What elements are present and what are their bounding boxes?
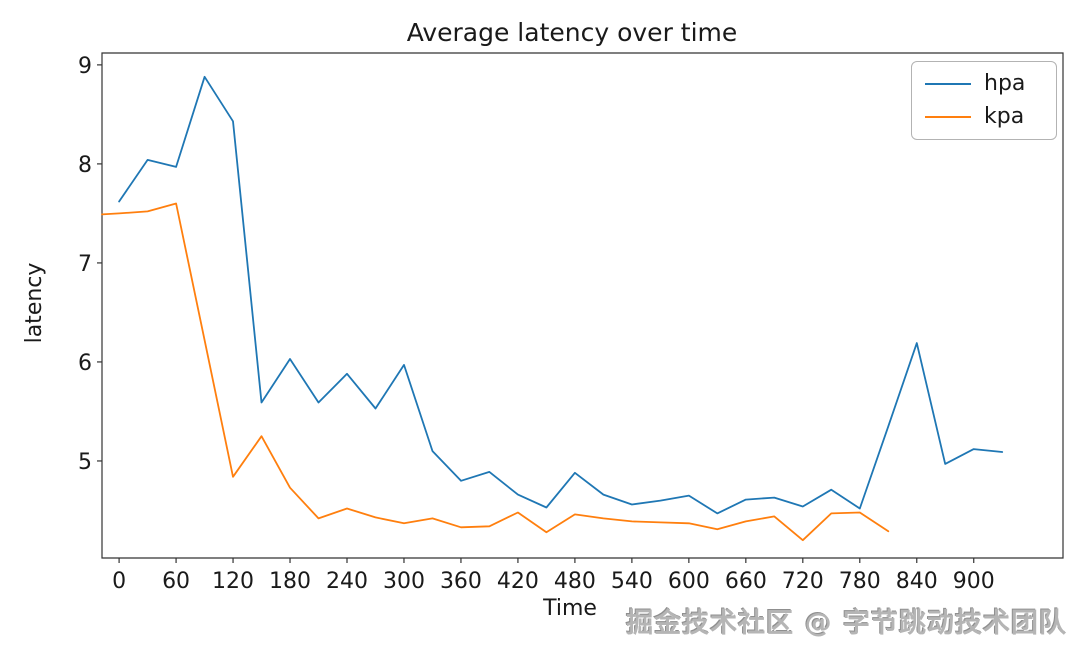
x-tick-label: 480	[554, 569, 596, 594]
legend-label-hpa: hpa	[984, 71, 1026, 96]
plot-lines	[101, 75, 1004, 542]
y-axis-ticks: 5 6 7 8 9	[78, 54, 102, 475]
y-tick-label: 6	[78, 351, 92, 376]
x-tick-label: 180	[269, 569, 311, 594]
legend-label-kpa: kpa	[984, 104, 1025, 130]
x-axis-ticks: 0 60 120 180 240 300 360 420 480 540 600 660 720 780 8…	[112, 558, 995, 594]
x-tick-label: 780	[839, 569, 881, 594]
watermark: 掘金技术社区 @ 字节跳动技术团队	[626, 608, 1067, 639]
spine	[101, 52, 1064, 559]
chart-title: Average latency over time	[407, 18, 738, 47]
legend-item-hpa: hpa	[925, 71, 1043, 96]
x-tick-label: 420	[497, 569, 539, 594]
x-tick-label: 240	[326, 569, 368, 594]
x-tick-label: 840	[896, 569, 938, 594]
y-tick-label: 8	[78, 153, 92, 178]
axes-border	[101, 52, 1064, 559]
x-axis-label: Time	[542, 596, 597, 621]
x-tick-label: 540	[611, 569, 653, 594]
kpa-line-sample	[925, 116, 971, 119]
y-axis-label: latency	[22, 263, 47, 344]
x-tick-label: 0	[112, 569, 126, 594]
legend-item-kpa: kpa	[925, 104, 1043, 130]
kpa-line	[101, 202, 890, 542]
x-tick-label: 60	[162, 569, 190, 594]
x-tick-label: 900	[953, 569, 995, 594]
y-tick-label: 7	[78, 252, 92, 277]
x-tick-label: 360	[440, 569, 482, 594]
y-tick-label: 9	[78, 54, 92, 79]
hpa-line	[118, 75, 1004, 515]
x-tick-label: 120	[212, 569, 254, 594]
x-tick-label: 300	[383, 569, 425, 594]
x-tick-label: 660	[725, 569, 767, 594]
x-tick-label: 600	[668, 569, 710, 594]
y-tick-label: 5	[78, 450, 92, 475]
x-tick-label: 720	[782, 569, 824, 594]
legend: hpa kpa	[911, 61, 1057, 141]
hpa-line-sample	[925, 83, 971, 86]
